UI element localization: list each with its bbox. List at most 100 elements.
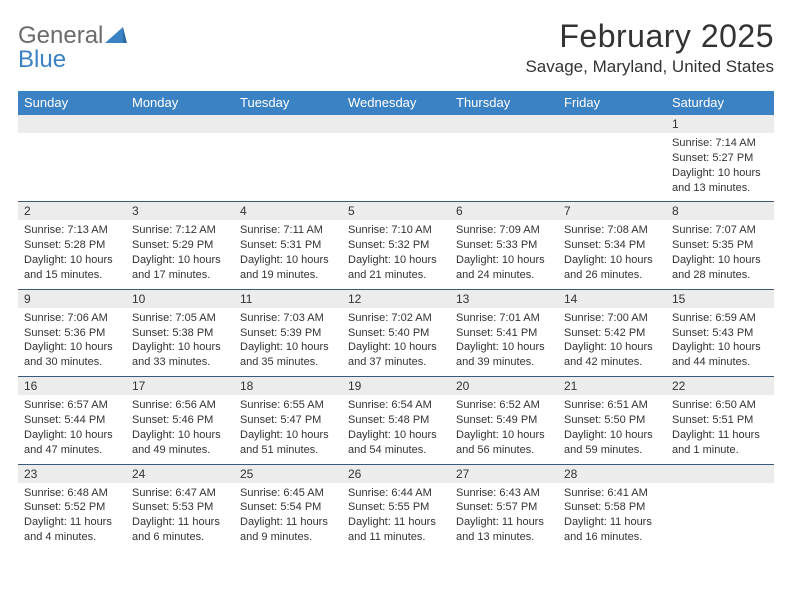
daylight-line: Daylight: 10 hours and 26 minutes. [564,253,660,283]
sunrise-line: Sunrise: 7:00 AM [564,311,660,326]
day-cell: Sunrise: 7:08 AMSunset: 5:34 PMDaylight:… [558,220,666,288]
daylight-line: Daylight: 10 hours and 51 minutes. [240,428,336,458]
dow-sunday: Sunday [18,91,126,115]
day-number: 9 [18,290,126,308]
header: GeneralBlue February 2025 Savage, Maryla… [18,18,774,77]
day-number: 3 [126,202,234,220]
daylight-line: Daylight: 10 hours and 39 minutes. [456,340,552,370]
day-number: 10 [126,290,234,308]
daylight-line: Daylight: 11 hours and 6 minutes. [132,515,228,545]
day-cell: Sunrise: 6:51 AMSunset: 5:50 PMDaylight:… [558,395,666,463]
calendar-grid: Sunday Monday Tuesday Wednesday Thursday… [18,91,774,551]
sunset-line: Sunset: 5:42 PM [564,326,660,341]
day-cell: Sunrise: 6:57 AMSunset: 5:44 PMDaylight:… [18,395,126,463]
week-row: Sunrise: 6:48 AMSunset: 5:52 PM Daylight:… [18,483,774,551]
day-number: 25 [234,465,342,483]
day-cell: Sunrise: 7:05 AMSunset: 5:38 PMDaylight:… [126,308,234,376]
day-number: 12 [342,290,450,308]
day-number: 2 [18,202,126,220]
sunset-line: Sunset: 5:47 PM [240,413,336,428]
location-subtitle: Savage, Maryland, United States [525,57,774,77]
sunrise-line: Sunrise: 6:52 AM [456,398,552,413]
day-cell: Sunrise: 6:52 AMSunset: 5:49 PMDaylight:… [450,395,558,463]
sunrise-line: Sunrise: 6:50 AM [672,398,768,413]
week-row: Sunrise: 7:06 AMSunset: 5:36 PMDaylight:… [18,308,774,376]
day-number [342,115,450,133]
brand-text: GeneralBlue [18,24,127,72]
day-cell: Sunrise: 7:14 AMSunset: 5:27 PMDaylight:… [666,133,774,201]
sunset-line: Sunset: 5:53 PM [132,500,228,515]
sunset-line: Sunset: 5:29 PM [132,238,228,253]
sunrise-line: Sunrise: 7:10 AM [348,223,444,238]
daylight-line: Daylight: 10 hours and 35 minutes. [240,340,336,370]
sunrise-line: Sunrise: 6:44 AM [348,486,444,501]
day-number: 4 [234,202,342,220]
day-cell: Sunrise: 7:00 AMSunset: 5:42 PMDaylight:… [558,308,666,376]
daylight-line: Daylight: 10 hours and 44 minutes. [672,340,768,370]
sunrise-line: Sunrise: 7:08 AM [564,223,660,238]
daylight-line: Daylight: 10 hours and 21 minutes. [348,253,444,283]
sunset-line: Sunset: 5:31 PM [240,238,336,253]
sunrise-line: Sunrise: 6:43 AM [456,486,552,501]
day-number: 23 [18,465,126,483]
daylight-line: Daylight: 10 hours and 54 minutes. [348,428,444,458]
sunset-line: Sunset: 5:27 PM [672,151,768,166]
day-cell: Sunrise: 6:59 AMSunset: 5:43 PMDaylight:… [666,308,774,376]
sunrise-line: Sunrise: 6:57 AM [24,398,120,413]
sunrise-line: Sunrise: 7:06 AM [24,311,120,326]
day-number: 28 [558,465,666,483]
day-cell: Sunrise: 6:56 AMSunset: 5:46 PMDaylight:… [126,395,234,463]
week-row: Sunrise: 6:57 AMSunset: 5:44 PMDaylight:… [18,395,774,463]
day-cell [558,133,666,201]
sunrise-line: Sunrise: 7:05 AM [132,311,228,326]
sunrise-line: Sunrise: 6:59 AM [672,311,768,326]
day-number [18,115,126,133]
sunset-line: Sunset: 5:33 PM [456,238,552,253]
sunrise-line: Sunrise: 6:54 AM [348,398,444,413]
day-number: 8 [666,202,774,220]
dow-wednesday: Wednesday [342,91,450,115]
daylight-line: Daylight: 10 hours and 59 minutes. [564,428,660,458]
weeks-container: 1Sunrise: 7:14 AMSunset: 5:27 PMDaylight… [18,115,774,551]
day-cell: Sunrise: 6:55 AMSunset: 5:47 PMDaylight:… [234,395,342,463]
daylight-line: Daylight: 10 hours and 42 minutes. [564,340,660,370]
sunrise-line: Sunrise: 7:02 AM [348,311,444,326]
sunrise-line: Sunrise: 6:47 AM [132,486,228,501]
sunset-line: Sunset: 5:32 PM [348,238,444,253]
sunset-line: Sunset: 5:49 PM [456,413,552,428]
week-row: Sunrise: 7:13 AMSunset: 5:28 PMDaylight:… [18,220,774,288]
sunset-line: Sunset: 5:39 PM [240,326,336,341]
daylight-line: Daylight: 10 hours and 37 minutes. [348,340,444,370]
day-cell [234,133,342,201]
week-daynum-row: 1 [18,115,774,133]
day-cell [126,133,234,201]
day-cell: Sunrise: 6:47 AMSunset: 5:53 PMDaylight:… [126,483,234,551]
daylight-line: Daylight: 11 hours and 9 minutes. [240,515,336,545]
day-cell: Sunrise: 7:09 AMSunset: 5:33 PMDaylight:… [450,220,558,288]
day-number: 16 [18,377,126,395]
day-number: 5 [342,202,450,220]
month-title: February 2025 [525,18,774,55]
day-number: 21 [558,377,666,395]
day-cell [666,483,774,551]
day-cell: Sunrise: 6:48 AMSunset: 5:52 PMDaylight:… [18,483,126,551]
sunset-line: Sunset: 5:28 PM [24,238,120,253]
sunrise-line: Sunrise: 6:48 AM [24,486,120,501]
sunrise-line: Sunrise: 7:12 AM [132,223,228,238]
day-number: 22 [666,377,774,395]
brand-logo: GeneralBlue [18,18,127,72]
sunrise-line: Sunrise: 7:01 AM [456,311,552,326]
sunset-line: Sunset: 5:52 PM [24,500,120,515]
day-number: 6 [450,202,558,220]
sunset-line: Sunset: 5:38 PM [132,326,228,341]
dow-monday: Monday [126,91,234,115]
day-cell [18,133,126,201]
daylight-line: Daylight: 10 hours and 30 minutes. [24,340,120,370]
daylight-line: Daylight: 10 hours and 49 minutes. [132,428,228,458]
day-cell: Sunrise: 6:54 AMSunset: 5:48 PMDaylight:… [342,395,450,463]
sunrise-line: Sunrise: 7:09 AM [456,223,552,238]
dow-saturday: Saturday [666,91,774,115]
sunset-line: Sunset: 5:55 PM [348,500,444,515]
day-number [126,115,234,133]
day-number: 27 [450,465,558,483]
